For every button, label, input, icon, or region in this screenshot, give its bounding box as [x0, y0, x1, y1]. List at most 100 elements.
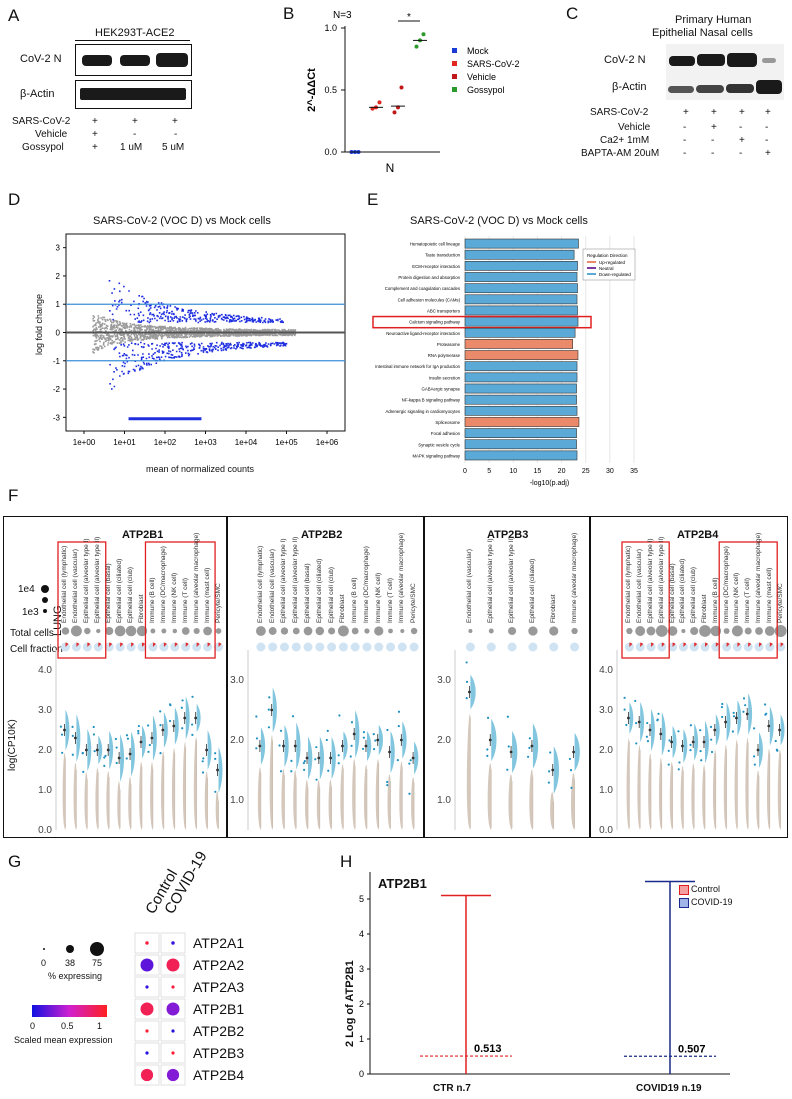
panel-f-point: [699, 749, 702, 753]
panel-c-val: +: [765, 148, 771, 159]
panel-f-scale-dot: [42, 597, 48, 603]
panel-f-point: [137, 729, 140, 733]
panel-f-median: [551, 768, 555, 772]
panel-e-xtick-label: 20: [558, 468, 566, 475]
panel-f-point: [710, 738, 713, 741]
panel-g-cell: [160, 976, 186, 998]
panel-f-point: [71, 734, 74, 737]
panel-f-point: [71, 725, 74, 729]
panel-f-fraction-pie: [327, 642, 337, 652]
panel-f-point: [526, 755, 530, 758]
panel-f-violin: [196, 703, 201, 733]
panel-g-color-title: Scaled mean expression: [14, 1035, 113, 1045]
panel-e-bar: [464, 361, 578, 372]
panel-f-fraction-slice: [694, 642, 698, 647]
panel-f-violin: [512, 730, 518, 774]
panel-e-bar: [464, 372, 578, 383]
panel-f-total-cells-dot: [764, 626, 775, 636]
panel-f-point: [774, 739, 777, 743]
panel-f-median: [468, 690, 471, 694]
panel-e-bar: [464, 249, 575, 260]
panel-b-ytick-label: 0.5: [324, 85, 337, 95]
panel-f-total-cells-dot: [388, 628, 393, 634]
panel-c-cond-0: SARS-CoV-2: [590, 107, 649, 118]
panel-g-cell: [160, 1020, 186, 1042]
panel-g-dot-control: [140, 1068, 154, 1082]
panel-e-chart: 0 5 10 15 20 25 30 35 -log10(p.adj) Hematopoietic…: [372, 236, 638, 487]
band: [696, 85, 724, 93]
panel-f-ytick-label: 0.0: [38, 825, 52, 836]
panel-f-point: [547, 781, 550, 784]
panel-h-legend-swatch-1: [679, 898, 689, 908]
panel-e-bar: [464, 305, 578, 316]
panel-f-violin: [402, 721, 407, 759]
panel-f-point: [765, 712, 768, 715]
panel-f-violin: [355, 710, 360, 758]
panel-f-ytick-label: 4.0: [599, 665, 613, 676]
panel-g-size-legend-dot: [43, 948, 45, 950]
panel-g-dot-covid: [171, 985, 175, 989]
panel-f-point: [721, 702, 724, 706]
panel-f-zero-violin: [95, 768, 99, 830]
panel-e-category-label: MAPK signaling pathway: [412, 453, 460, 458]
panel-f-total-cells-dot: [328, 627, 336, 635]
panel-f-point: [159, 752, 162, 755]
panel-f-total-cells-dot: [690, 626, 699, 636]
panel-f-violin: [553, 746, 559, 794]
panel-f-zero-violin: [669, 761, 673, 830]
panel-f-zero-violin: [626, 738, 630, 830]
panel-f-zero-violin: [128, 776, 132, 830]
panel-f-point: [201, 771, 205, 774]
panel-f-median: [150, 736, 154, 740]
panel-f-fraction-pie: [465, 642, 475, 652]
panel-e-bar: [464, 394, 577, 405]
panel-f-total-cells-dot: [136, 625, 148, 637]
panel-f-total-cells-dot: [84, 627, 91, 635]
panel-f-fraction-slice: [65, 642, 69, 647]
panel-f-point: [181, 727, 184, 730]
panel-f-fraction-pie: [279, 642, 289, 652]
panel-f-fraction-slice: [120, 642, 124, 647]
panel-f-point: [291, 715, 295, 718]
panel-g-size-legend-dot: [66, 945, 74, 953]
panel-g-dot-covid: [166, 1002, 180, 1016]
panel-f-violin: [769, 706, 774, 746]
panel-f-point: [668, 739, 671, 742]
panel-f-point: [338, 714, 341, 717]
panel-f-median: [258, 744, 262, 748]
panel-f-median: [767, 724, 771, 728]
panel-e-legend-label: Up-regulated: [599, 260, 626, 265]
panel-f-point: [506, 715, 509, 718]
panel-f-point: [549, 751, 552, 754]
panel-g-color-1: 1: [97, 1021, 103, 1031]
panel-f-point: [81, 752, 84, 755]
panel-g-cell: [134, 1020, 160, 1042]
panel-f-point: [386, 780, 389, 784]
panel-g-cell: [134, 1042, 160, 1064]
panel-f-zero-violin: [691, 763, 695, 830]
panel-f-fraction-slice: [640, 642, 644, 647]
panel-b-point: [392, 110, 397, 115]
panel-f-violin: [163, 712, 168, 748]
panel-f-total-cells-dot: [681, 628, 686, 634]
panel-f-total-cells-dot: [364, 628, 370, 634]
panel-g-dot-control: [145, 985, 149, 989]
panel-f-fraction-pie: [350, 642, 360, 652]
panel-f-fraction-slice: [185, 642, 189, 647]
panel-f-point: [326, 729, 329, 732]
panel-e-label: E: [367, 190, 379, 209]
panel-c-val: +: [683, 107, 689, 118]
panel-f-scale-dot: [43, 609, 47, 613]
panel-f-ytick-label: 3.0: [599, 705, 613, 716]
panel-f-scale-1e3: 1e3: [22, 607, 39, 618]
panel-f-point: [303, 760, 306, 763]
panel-f-point: [93, 750, 96, 753]
panel-f-point: [689, 749, 692, 752]
panel-f-scale-dot: [41, 585, 49, 593]
panel-f-median: [778, 728, 781, 732]
panel-f-gene-3: ATP2B4: [677, 529, 719, 541]
panel-f-violin: [65, 709, 70, 751]
panel-g-gene: ATP2A1: [193, 935, 245, 951]
panel-f-point: [315, 778, 318, 781]
panel-g-label: G: [8, 852, 22, 871]
